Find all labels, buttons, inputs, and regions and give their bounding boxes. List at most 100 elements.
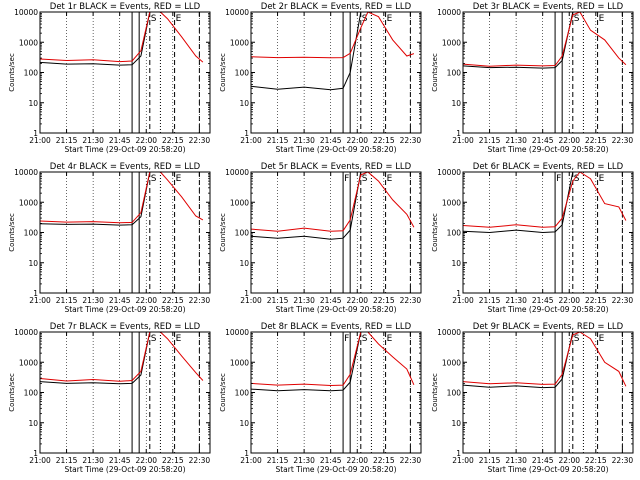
y-tick-label: 1000	[230, 38, 249, 47]
panel-det-8: Det 8r BLACK = Events, RED = LLD F S E 21:00…	[219, 322, 422, 474]
x-axis-label: Start Time (29-Oct-09 20:58:20)	[275, 145, 396, 154]
y-tick-label: 10000	[225, 328, 249, 337]
y-tick-label: 1	[33, 129, 38, 138]
y-tick-label: 100	[235, 69, 250, 78]
panel-title: Det 3r BLACK = Events, RED = LLD	[473, 2, 624, 12]
x-tick-label: 22:15	[373, 456, 395, 465]
event-marker-label: E	[599, 14, 605, 24]
x-tick-label: 22:30	[189, 136, 211, 145]
lld-series	[250, 331, 415, 387]
x-tick-label: 21:15	[267, 296, 289, 305]
x-tick-label: 22:15	[373, 136, 395, 145]
x-tick-label: 21:30	[293, 296, 315, 305]
event-marker-label: S	[574, 334, 580, 344]
x-tick-label: 21:15	[56, 296, 78, 305]
y-axis-label: Counts/sec	[431, 53, 439, 92]
event-marker-label: S	[151, 334, 157, 344]
y-tick-label: 10	[28, 259, 38, 268]
lld-series	[39, 11, 204, 63]
lld-series	[462, 11, 627, 67]
x-tick-label: 21:00	[29, 456, 51, 465]
y-tick-label: 100	[24, 69, 39, 78]
x-tick-label: 21:00	[452, 456, 474, 465]
event-marker-label: E	[599, 334, 605, 344]
x-tick-label: 21:15	[56, 456, 78, 465]
x-axis-label: Start Time (29-Oct-09 20:58:20)	[487, 305, 608, 314]
y-tick-label: 100	[24, 389, 39, 398]
x-tick-label: 21:00	[240, 136, 262, 145]
panel-det-7: Det 7r BLACK = Events, RED = LLD S E 21:00 2…	[8, 322, 211, 474]
event-marker-label: E	[387, 174, 393, 184]
y-tick-label: 1000	[19, 358, 38, 367]
y-tick-label: 1	[456, 449, 461, 458]
event-marker-label: S	[574, 14, 580, 24]
panel-title: Det 2r BLACK = Events, RED = LLD	[261, 2, 412, 12]
x-tick-label: 21:30	[505, 456, 527, 465]
plot-frame	[462, 331, 634, 454]
x-tick-label: 22:00	[135, 136, 157, 145]
y-axis-label: Counts/sec	[219, 373, 227, 412]
x-axis-label: Start Time (29-Oct-09 20:58:20)	[487, 145, 608, 154]
x-tick-label: 21:45	[320, 456, 342, 465]
y-tick-label: 1	[244, 289, 249, 298]
x-tick-label: 22:00	[346, 456, 368, 465]
y-axis-label: Counts/sec	[219, 213, 227, 252]
x-tick-label: 22:15	[162, 296, 184, 305]
y-tick-label: 1000	[19, 38, 38, 47]
y-tick-label: 10	[28, 419, 38, 428]
event-marker-label: F	[556, 174, 561, 184]
x-tick-label: 22:15	[162, 136, 184, 145]
x-tick-label: 21:45	[532, 296, 554, 305]
x-tick-label: 21:30	[82, 136, 104, 145]
x-tick-label: 21:30	[505, 296, 527, 305]
y-tick-label: 10000	[437, 8, 461, 17]
y-tick-label: 10	[451, 259, 461, 268]
x-tick-label: 22:00	[558, 136, 580, 145]
x-tick-label: 21:30	[82, 296, 104, 305]
panel-title: Det 4r BLACK = Events, RED = LLD	[50, 162, 201, 172]
x-tick-label: 22:00	[135, 456, 157, 465]
lld-series	[250, 11, 415, 59]
event-marker-label: F	[344, 174, 349, 184]
panel-det-9: Det 9r BLACK = Events, RED = LLD S E 21:00 2…	[431, 322, 634, 474]
x-tick-label: 21:45	[320, 136, 342, 145]
x-tick-label: 22:00	[135, 296, 157, 305]
y-tick-label: 10000	[437, 168, 461, 177]
y-tick-label: 10	[239, 259, 249, 268]
event-marker-label: E	[176, 174, 182, 184]
x-tick-label: 22:30	[189, 296, 211, 305]
plot-frame	[250, 331, 422, 454]
y-tick-label: 100	[447, 389, 462, 398]
x-tick-label: 21:00	[240, 296, 262, 305]
plot-frame	[250, 171, 422, 294]
y-tick-label: 1000	[230, 358, 249, 367]
x-axis-label: Start Time (29-Oct-09 20:58:20)	[64, 305, 185, 314]
event-marker-label: F	[344, 334, 349, 344]
event-marker-label: E	[387, 14, 393, 24]
y-axis-label: Counts/sec	[219, 53, 227, 92]
y-tick-label: 100	[235, 229, 250, 238]
event-marker-label: E	[599, 174, 605, 184]
event-marker-label: S	[151, 14, 157, 24]
x-tick-label: 21:30	[82, 456, 104, 465]
panel-title: Det 6r BLACK = Events, RED = LLD	[473, 162, 624, 172]
y-tick-label: 100	[447, 69, 462, 78]
x-tick-label: 21:45	[532, 136, 554, 145]
y-tick-label: 10000	[225, 168, 249, 177]
event-marker-label: E	[176, 334, 182, 344]
y-tick-label: 1000	[442, 358, 461, 367]
x-tick-label: 21:45	[109, 296, 131, 305]
x-tick-label: 22:15	[585, 136, 607, 145]
y-tick-label: 10	[451, 419, 461, 428]
y-tick-label: 1	[244, 129, 249, 138]
x-tick-label: 21:15	[56, 136, 78, 145]
y-tick-label: 10000	[437, 328, 461, 337]
y-tick-label: 1000	[230, 198, 249, 207]
x-axis-label: Start Time (29-Oct-09 20:58:20)	[275, 305, 396, 314]
x-tick-label: 21:45	[109, 456, 131, 465]
x-tick-label: 21:15	[479, 296, 501, 305]
lld-series	[39, 171, 204, 224]
y-tick-label: 100	[235, 389, 250, 398]
panel-title: Det 8r BLACK = Events, RED = LLD	[261, 322, 412, 332]
